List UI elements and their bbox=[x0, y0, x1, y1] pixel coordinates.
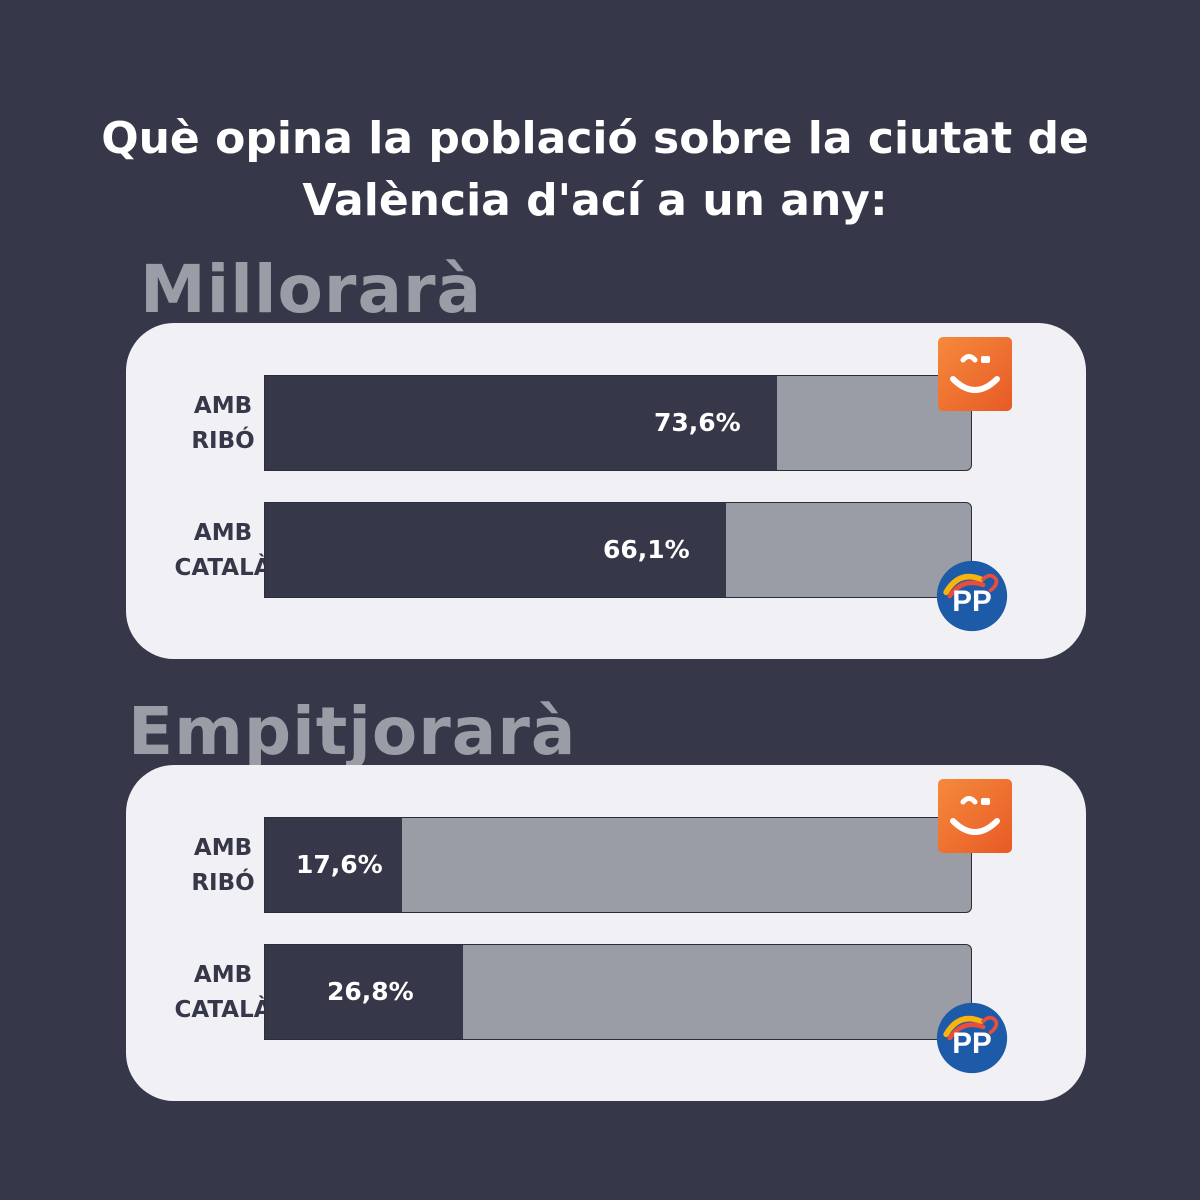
bar-label-ribo: AMB RIBÓ bbox=[134, 389, 312, 459]
bar-label-line-2: CATALÀ bbox=[174, 555, 272, 581]
bar-track-ribo: 73,6% bbox=[264, 375, 972, 471]
bar-track-ribo: 17,6% bbox=[264, 817, 972, 913]
bar-label-line-1: AMB bbox=[193, 835, 253, 861]
chart-panel-empitjorara: AMB RIBÓ 17,6% AMB CATALÀ 26,8% PP bbox=[126, 765, 1086, 1101]
bar-label-line-1: AMB bbox=[193, 520, 253, 546]
compromis-logo bbox=[938, 337, 1012, 411]
bar-empitjorara-ribo bbox=[265, 818, 402, 912]
value-label-millorara-catala: 66,1% bbox=[603, 535, 690, 564]
pp-logo-text: PP bbox=[952, 585, 991, 618]
chart-title-line-2: València d'ací a un any: bbox=[302, 175, 888, 226]
pp-logo: PP bbox=[936, 560, 1008, 632]
bar-millorara-ribo bbox=[265, 376, 777, 470]
compromis-logo bbox=[938, 779, 1012, 853]
bar-millorara-catala bbox=[265, 503, 726, 597]
value-label-millorara-ribo: 73,6% bbox=[654, 408, 741, 437]
bar-empitjorara-catala bbox=[265, 945, 463, 1039]
bar-track-catala: 66,1% bbox=[264, 502, 972, 598]
bar-label-catala: AMB CATALÀ bbox=[134, 516, 312, 586]
chart-title-line-1: Què opina la població sobre la ciutat de bbox=[101, 113, 1089, 164]
bar-label-line-2: CATALÀ bbox=[174, 997, 272, 1023]
value-label-empitjorara-catala: 26,8% bbox=[327, 977, 414, 1006]
section-title-millorara: Millorarà bbox=[140, 251, 483, 328]
bar-label-line-1: AMB bbox=[193, 393, 253, 419]
section-title-empitjorara: Empitjorarà bbox=[128, 693, 577, 770]
bar-label-line-1: AMB bbox=[193, 962, 253, 988]
bar-track-catala: 26,8% bbox=[264, 944, 972, 1040]
pp-logo: PP bbox=[936, 1002, 1008, 1074]
value-label-empitjorara-ribo: 17,6% bbox=[296, 850, 383, 879]
chart-title: Què opina la població sobre la ciutat de… bbox=[0, 108, 1190, 232]
chart-panel-millorara: AMB RIBÓ 73,6% AMB CATALÀ 66,1% PP bbox=[126, 323, 1086, 659]
pp-logo-text: PP bbox=[952, 1027, 991, 1060]
bar-label-line-2: RIBÓ bbox=[191, 870, 255, 896]
bar-label-line-2: RIBÓ bbox=[191, 428, 255, 454]
bar-label-ribo: AMB RIBÓ bbox=[134, 831, 312, 901]
bar-label-catala: AMB CATALÀ bbox=[134, 958, 312, 1028]
